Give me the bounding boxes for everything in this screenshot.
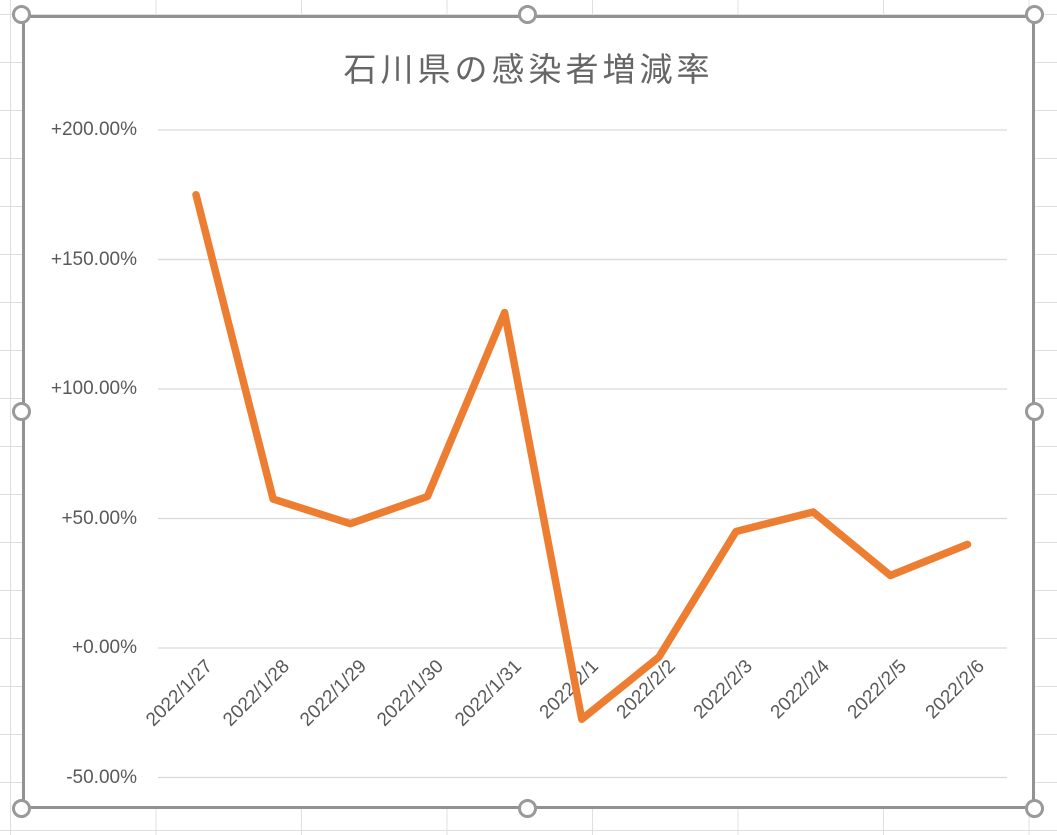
y-axis-tick-label: +150.00% xyxy=(50,248,137,270)
chart-area: 石川県の感染者増減率 +200.00% +150.00% +100.00% +50.0… xyxy=(22,15,1035,809)
selection-handle-top-center[interactable] xyxy=(518,5,537,24)
selection-handle-bottom-center[interactable] xyxy=(518,799,537,818)
y-axis-tick-label: +100.00% xyxy=(50,378,137,399)
selection-handle-bottom-left[interactable] xyxy=(12,799,31,818)
y-axis-tick-label: +200.00% xyxy=(50,119,137,140)
selection-handle-top-right[interactable] xyxy=(1025,5,1044,24)
selection-handle-bottom-right[interactable] xyxy=(1025,799,1044,818)
chart-title[interactable]: 石川県の感染者増減率 xyxy=(343,51,714,88)
y-axis-tick-label: +50.00% xyxy=(61,507,137,529)
series-line[interactable] xyxy=(192,191,972,723)
y-axis-tick-label: +0.00% xyxy=(72,637,137,658)
y-axis-tick-label: -50.00% xyxy=(66,766,137,788)
selection-handle-middle-left[interactable] xyxy=(12,402,31,421)
line-chart-plot[interactable] xyxy=(22,15,1035,809)
selection-handle-middle-right[interactable] xyxy=(1025,402,1044,421)
chart-object[interactable]: 石川県の感染者増減率 +200.00% +150.00% +100.00% +50.0… xyxy=(22,15,1035,809)
selection-handle-top-left[interactable] xyxy=(12,5,31,24)
